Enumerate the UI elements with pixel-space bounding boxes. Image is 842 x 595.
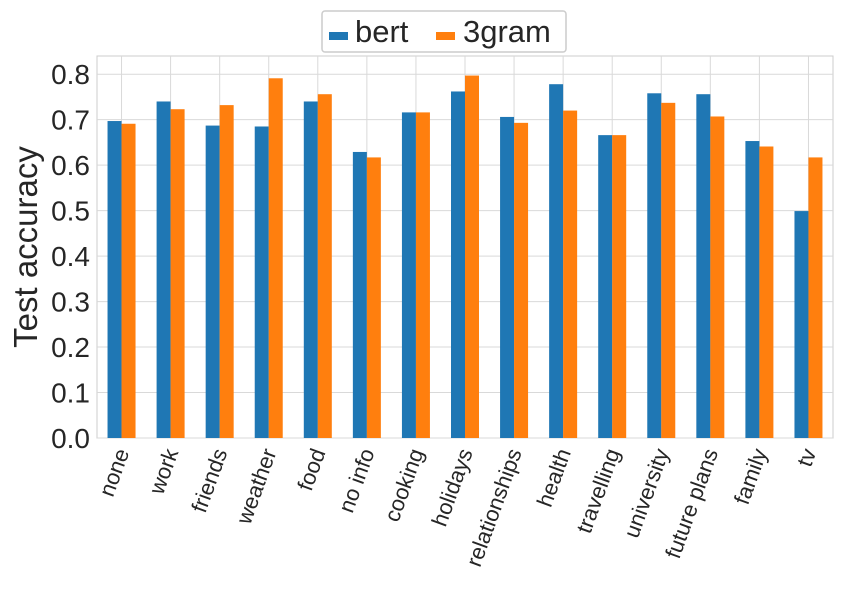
y-tick-label: 0.1 — [51, 378, 90, 409]
bar-bert-none — [107, 121, 122, 439]
legend: bert 3gram — [321, 10, 567, 53]
x-tick-label: travelling — [571, 445, 625, 536]
y-tick-label: 0.2 — [51, 332, 90, 363]
bar-3gram-relationships — [514, 122, 529, 438]
bar-bert-friends — [205, 125, 220, 438]
legend-label-3gram: 3gram — [463, 14, 551, 49]
bar-3gram-family — [759, 146, 774, 438]
y-tick-label: 0.4 — [51, 241, 90, 272]
y-tick-label: 0.8 — [51, 59, 90, 90]
x-tick-label: holidays — [427, 445, 478, 529]
bar-bert-future-plans — [696, 94, 711, 438]
x-tick-label: health — [532, 445, 576, 510]
y-tick-label: 0.0 — [51, 423, 90, 454]
x-tick-label: family — [729, 445, 772, 508]
bar-bert-relationships — [500, 116, 515, 438]
y-tick-label: 0.5 — [51, 196, 90, 227]
y-tick-label: 0.6 — [51, 150, 90, 181]
x-tick-label: food — [292, 445, 330, 494]
bar-bert-university — [647, 93, 662, 439]
bar-3gram-health — [563, 110, 578, 439]
bar-bert-work — [156, 101, 171, 438]
y-tick-label: 0.3 — [51, 287, 90, 318]
bar-bert-food — [303, 101, 318, 438]
legend-box — [321, 10, 567, 53]
bar-bert-weather — [254, 126, 269, 438]
x-tick-label: none — [94, 445, 134, 500]
x-tick-label: work — [144, 444, 184, 498]
bar-bert-no-info — [352, 151, 367, 438]
bar-3gram-food — [317, 94, 332, 438]
bar-3gram-cooking — [415, 112, 430, 438]
x-tick-label: university — [619, 445, 674, 541]
bar-3gram-work — [170, 109, 185, 438]
bar-3gram-no-info — [366, 157, 381, 438]
bar-bert-cooking — [401, 112, 416, 438]
bar-3gram-holidays — [465, 75, 479, 439]
x-tick-label: no info — [333, 445, 379, 516]
bar-3gram-future-plans — [710, 116, 725, 438]
bar-3gram-tv — [808, 157, 823, 438]
x-tick-label: cooking — [379, 445, 428, 525]
legend-swatch-bert — [329, 32, 348, 40]
legend-label-bert: bert — [355, 14, 409, 49]
bar-3gram-university — [661, 102, 676, 438]
bar-bert-tv — [794, 211, 809, 438]
bar-bert-travelling — [598, 135, 613, 438]
y-tick-label: 0.7 — [51, 105, 90, 136]
bar-bert-family — [745, 141, 760, 439]
bar-3gram-none — [121, 123, 136, 438]
x-tick-label: tv — [792, 445, 821, 470]
bars — [107, 75, 823, 439]
x-tick-label: friends — [186, 445, 232, 516]
bar-3gram-travelling — [612, 135, 627, 438]
legend-swatch-3gram — [436, 32, 455, 40]
y-tick-labels: 0.0 0.1 0.2 0.3 0.4 0.5 0.6 0.7 0.8 — [51, 59, 90, 454]
bar-3gram-weather — [268, 78, 283, 439]
bar-3gram-friends — [219, 105, 234, 438]
bar-bert-health — [549, 84, 564, 438]
bar-bert-holidays — [451, 91, 465, 438]
y-axis-label: Test accuracy — [7, 146, 44, 348]
x-tick-label: weather — [231, 445, 282, 528]
